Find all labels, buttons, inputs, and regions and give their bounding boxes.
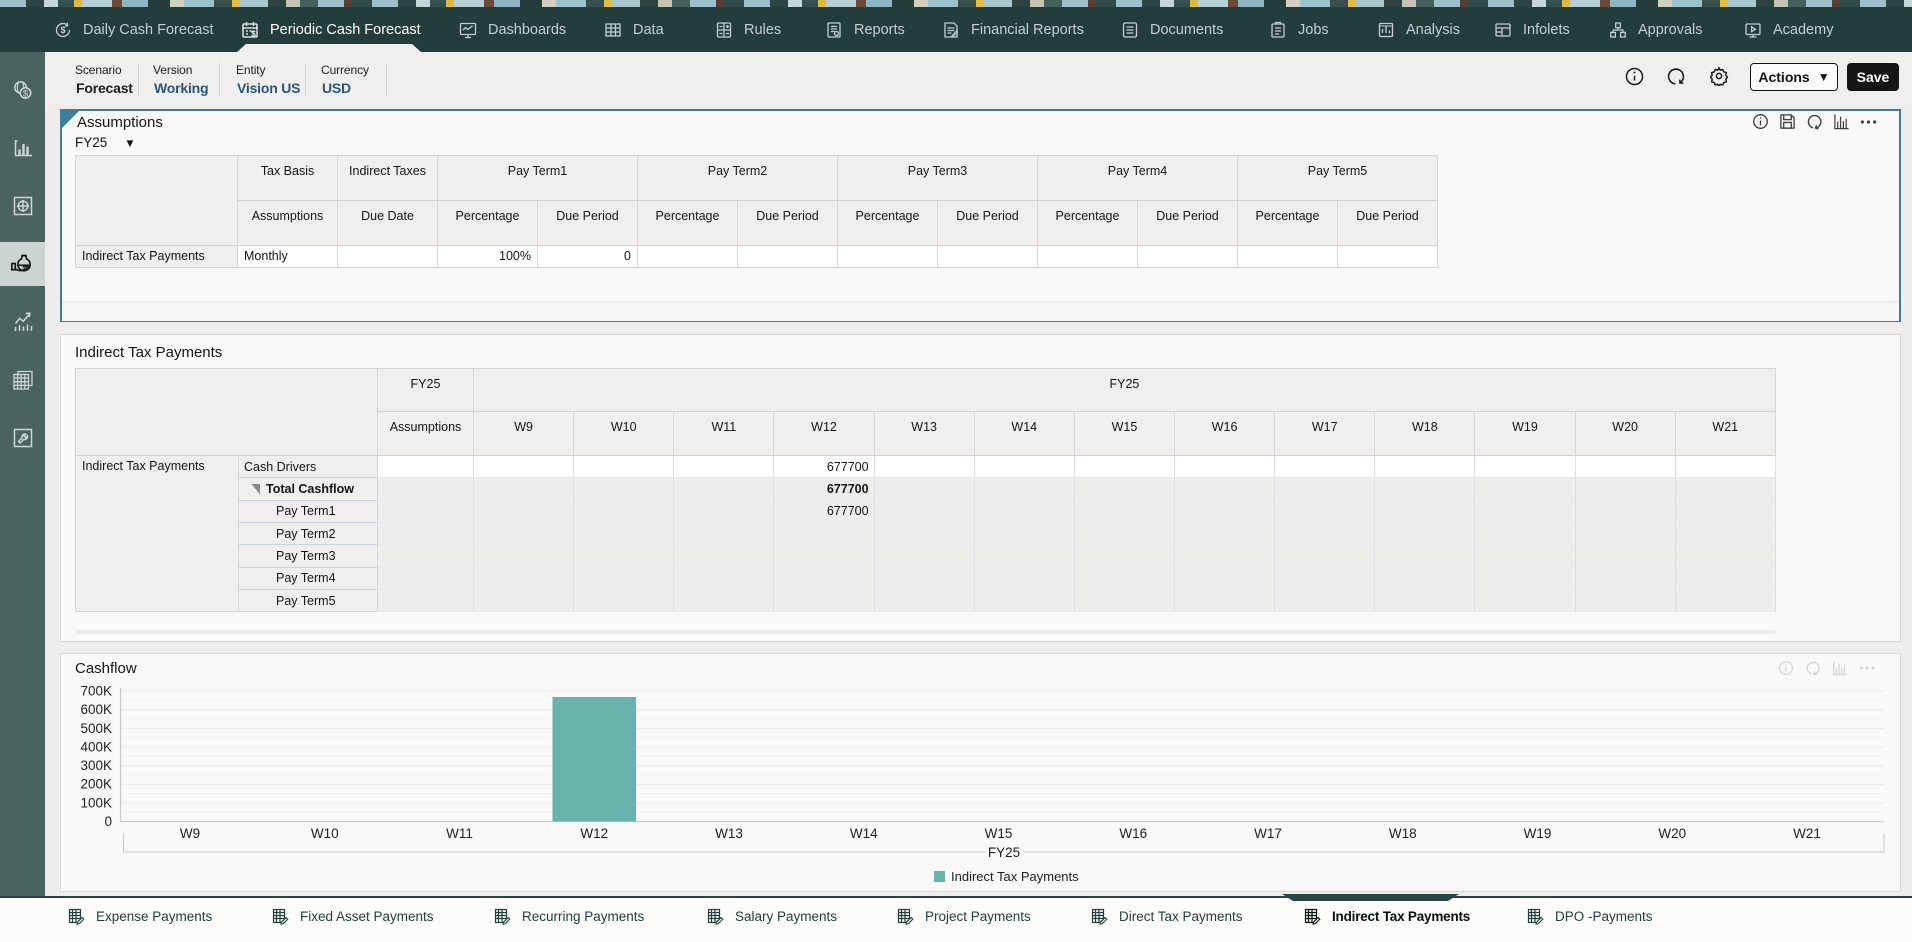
svg-text:400K: 400K bbox=[80, 739, 112, 754]
svg-text:0: 0 bbox=[104, 814, 112, 829]
svg-text:W14: W14 bbox=[850, 826, 878, 841]
svg-text:700K: 700K bbox=[80, 684, 112, 699]
svg-text:W21: W21 bbox=[1793, 826, 1821, 841]
svg-text:W13: W13 bbox=[715, 826, 743, 841]
svg-text:W9: W9 bbox=[180, 826, 200, 841]
svg-text:300K: 300K bbox=[80, 758, 112, 773]
svg-text:100K: 100K bbox=[80, 795, 112, 810]
svg-text:W17: W17 bbox=[1254, 826, 1282, 841]
svg-text:W20: W20 bbox=[1658, 826, 1686, 841]
svg-text:W18: W18 bbox=[1389, 826, 1417, 841]
svg-text:$: $ bbox=[251, 29, 256, 38]
svg-text:600K: 600K bbox=[80, 702, 112, 717]
svg-text:W19: W19 bbox=[1524, 826, 1552, 841]
svg-text:200K: 200K bbox=[80, 777, 112, 792]
svg-text:W15: W15 bbox=[985, 826, 1013, 841]
svg-text:W10: W10 bbox=[311, 826, 339, 841]
svg-text:$: $ bbox=[23, 88, 29, 99]
svg-text:Indirect Tax Payments: Indirect Tax Payments bbox=[951, 869, 1079, 884]
svg-text:$: $ bbox=[60, 25, 65, 35]
svg-text:500K: 500K bbox=[80, 721, 112, 736]
svg-text:FY25: FY25 bbox=[988, 845, 1020, 860]
svg-text:W11: W11 bbox=[446, 826, 473, 841]
svg-text:W12: W12 bbox=[580, 826, 608, 841]
svg-text:W16: W16 bbox=[1119, 826, 1147, 841]
